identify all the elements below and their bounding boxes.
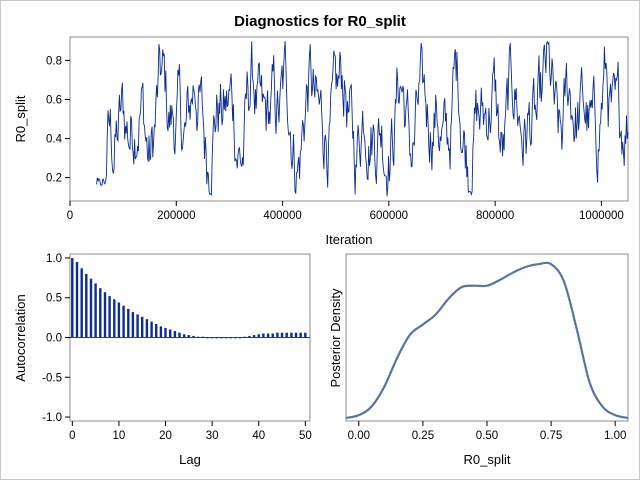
acf-x-tick-label: 30 [206,430,219,442]
acf-bar [117,302,121,338]
acf-bar [206,337,209,339]
density-x-tick-label: 0.25 [412,430,434,442]
density-axis-ticks: 0.00 0.25 0.50 0.75 1.00 [348,421,626,442]
acf-bar [238,337,242,339]
acf-bar [103,292,107,338]
acf-bar [141,316,144,338]
acf-bar [169,329,172,338]
acf-bar [155,324,158,338]
trace-x-tick-label: 600000 [370,210,408,222]
acf-bar [262,333,265,338]
acf-y-tick-label: 0.5 [46,293,62,305]
acf-y-tick-label: -0.5 [42,372,62,384]
acf-bar [248,335,251,338]
acf-bar [280,332,284,338]
acf-bars [71,258,307,339]
trace-y-tick-label: 0.8 [46,55,62,67]
density-panel: 0.00 0.25 0.50 0.75 1.00 R0_split Posterior … [328,253,629,467]
acf-bar [285,332,288,338]
trace-axis-ticks: 0 200000 400000 600000 800000 1000000 0.2 0.4 0.… [46,55,624,222]
density-x-tick-label: 0.00 [348,430,370,442]
trace-x-tick-label: 0 [67,210,73,222]
acf-bar [71,258,74,338]
trace-series-line [96,40,629,197]
acf-bar [304,332,307,338]
density-x-tick-label: 1.00 [604,430,626,442]
acf-bar [94,283,97,338]
trace-x-label: Iteration [326,232,373,247]
acf-panel: 0 10 20 30 40 50 -1.0 -0.5 0.0 0.5 1.0 Lag Autocor… [13,253,312,467]
acf-bar [150,321,153,338]
acf-axis-ticks: 0 10 20 30 40 50 -1.0 -0.5 0.0 0.5 1.0 [42,253,312,442]
acf-bar [229,337,232,339]
density-plot-area [345,253,629,422]
acf-bar [89,278,93,338]
acf-bar [113,299,116,338]
acf-bar [266,333,270,338]
acf-bar [178,332,181,338]
acf-bar [173,331,177,338]
trace-plot-area [69,36,629,202]
trace-x-tick-label: 800000 [476,210,514,222]
acf-bar [183,334,186,338]
acf-x-tick-label: 10 [113,430,126,442]
trace-x-tick-label: 200000 [157,210,195,222]
acf-bar [290,332,293,338]
density-y-label: Posterior Density [328,288,343,387]
density-x-tick-label: 0.75 [540,430,562,442]
density-curve [345,261,629,420]
acf-bar [201,336,204,338]
acf-bar [197,336,200,338]
acf-bar [192,335,195,338]
acf-bar [122,305,125,338]
trace-x-tick-label: 1000000 [579,210,624,222]
trace-x-tick-label: 400000 [263,210,301,222]
acf-bar [294,332,298,338]
acf-bar [299,332,302,338]
acf-bar [131,312,135,338]
acf-bar [276,332,279,338]
trace-y-label: R0_split [13,95,28,142]
acf-bar [80,268,83,338]
acf-bar [215,337,218,339]
acf-y-tick-label: 1.0 [46,253,62,265]
acf-x-tick-label: 40 [252,430,265,442]
acf-bar [224,337,228,339]
density-x-label: R0_split [464,452,511,467]
acf-bar [127,308,130,338]
acf-bar [257,334,260,338]
acf-bar [145,319,149,338]
trace-panel: 0 200000 400000 600000 800000 1000000 0.2 0.4 0.… [13,36,629,247]
acf-y-tick-label: 0.0 [46,333,62,345]
acf-y-label: Autocorrelation [13,294,28,381]
acf-x-label: Lag [179,452,201,467]
acf-x-tick-label: 50 [299,430,312,442]
acf-bar [136,314,139,338]
acf-x-tick-label: 0 [69,430,75,442]
trace-y-tick-label: 0.6 [46,94,62,106]
acf-bar [210,337,214,339]
acf-bar [108,296,111,338]
acf-bar [99,288,102,338]
acf-bar [271,333,274,338]
density-x-tick-label: 0.50 [476,430,498,442]
acf-y-tick-label: -1.0 [42,412,62,424]
acf-bar [220,337,223,339]
acf-bar [252,335,256,338]
chart-title: Diagnostics for R0_split [234,13,406,30]
acf-x-tick-label: 20 [159,430,172,442]
acf-bar [159,326,163,338]
acf-bar [85,273,88,338]
acf-bar [75,262,79,338]
trace-y-tick-label: 0.2 [46,173,62,185]
acf-bar [164,328,167,338]
acf-bar [243,336,246,338]
trace-y-tick-label: 0.4 [46,134,63,146]
acf-bar [187,335,190,338]
acf-bar [234,337,237,339]
